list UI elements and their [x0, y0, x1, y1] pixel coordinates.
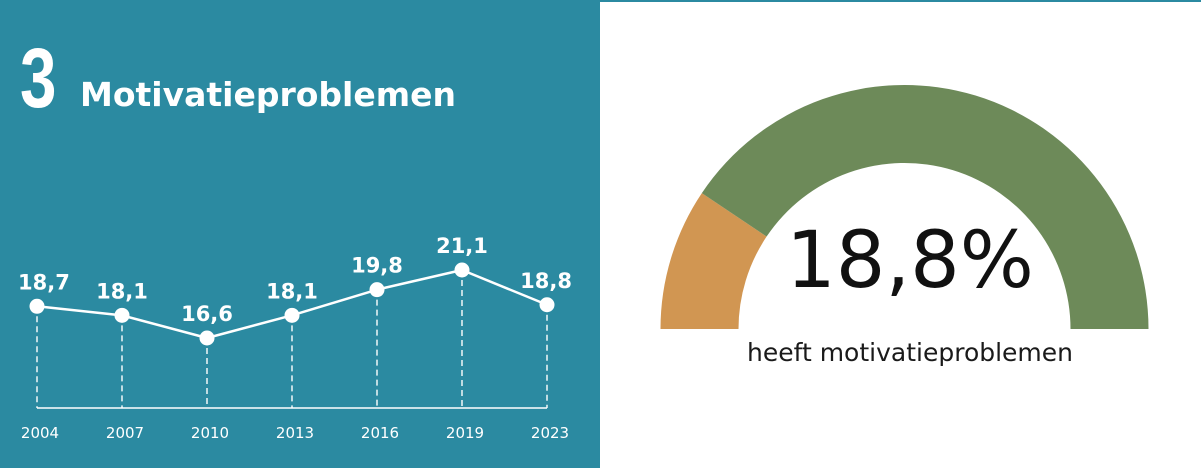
data-label: 18,1 — [96, 279, 148, 303]
gauge-remaining-segment — [701, 84, 1149, 329]
data-point — [369, 282, 385, 298]
x-tick-label: 2019 — [446, 424, 484, 442]
section-title: Motivatieproblemen — [80, 75, 456, 114]
x-tick-label: 2016 — [361, 424, 399, 442]
section-number: 3 — [20, 31, 57, 125]
x-tick-label: 2013 — [276, 424, 314, 442]
data-point — [454, 262, 470, 278]
data-label: 18,8 — [520, 269, 572, 293]
x-tick-label: 2007 — [106, 424, 144, 442]
data-label: 18,7 — [18, 270, 70, 294]
x-tick-label: 2023 — [531, 424, 569, 442]
gauge-value-label: 18,8% — [786, 216, 1034, 306]
data-label: 18,1 — [266, 279, 318, 303]
gauge-caption: heeft motivatieproblemen — [746, 338, 1074, 367]
top-rule — [600, 0, 1201, 2]
x-tick-label: 2010 — [191, 424, 229, 442]
data-point — [199, 330, 215, 346]
data-point — [29, 298, 45, 314]
chart-panel: 3 Motivatieproblemen 18,7 18,1 16,6 18,1 19,… — [0, 0, 600, 468]
data-point — [114, 307, 130, 323]
gauge-filled-segment — [660, 193, 767, 329]
data-label: 21,1 — [436, 234, 488, 258]
semicircle-gauge-chart — [660, 84, 1149, 329]
gauge-panel: 18,8% heeft motivatieproblemen — [600, 0, 1201, 468]
x-tick-label: 2004 — [21, 424, 59, 442]
data-point — [284, 307, 300, 323]
trend-line-chart: 18,7 18,1 16,6 18,1 19,8 21,1 18,8 2004 2007 201… — [18, 234, 572, 442]
data-point — [539, 297, 555, 313]
data-label: 19,8 — [351, 254, 403, 278]
data-label: 16,6 — [181, 302, 233, 326]
